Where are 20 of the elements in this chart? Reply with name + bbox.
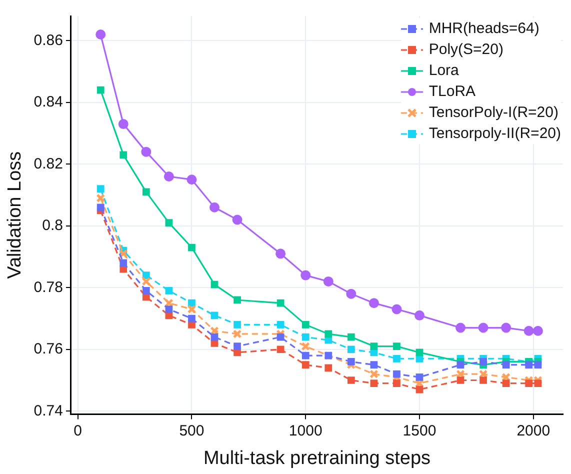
y-tick-label: 0.76 [34,340,63,358]
y-tick-label: 0.86 [34,32,63,49]
y-tick-label: 0.74 [34,402,63,420]
x-axis-title: Multi-task pretraining steps [203,448,431,469]
x-tick-label: 2000 [516,422,550,440]
y-tick-label: 0.8 [42,217,63,234]
legend-label: TensorPoly-I(R=20) [428,103,558,123]
y-tick-label: 0.78 [34,278,63,296]
y-tick-label: 0.84 [34,94,63,111]
legend-label: Poly(S=20) [428,40,504,60]
y-tick-label: 0.82 [34,155,63,172]
legend-label: Tensorpoly-II(R=20) [428,124,561,144]
legend-label: TLoRA [428,82,476,102]
x-tick-label: 1500 [402,422,436,440]
y-axis-title: Validation Loss [4,151,26,279]
x-tick-label: 1000 [288,422,322,440]
legend-label: Lora [428,61,459,81]
x-tick-label: 500 [179,422,204,440]
legend-label: MHR(heads=64) [428,19,540,39]
x-tick-label: 0 [74,422,82,440]
